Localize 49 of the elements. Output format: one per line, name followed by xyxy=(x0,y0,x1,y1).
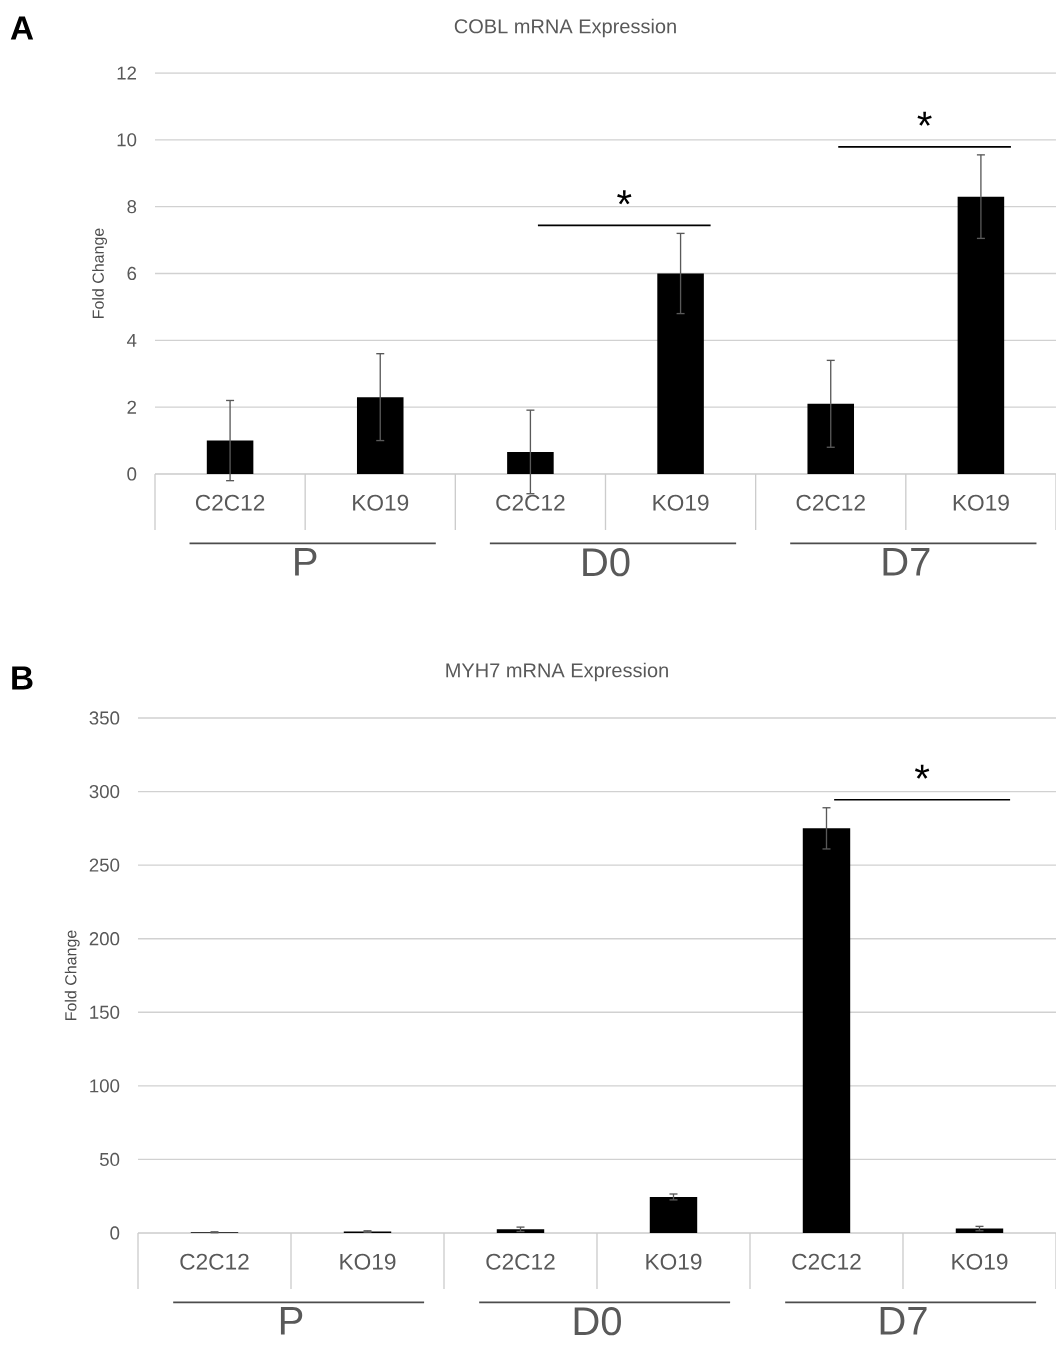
bar xyxy=(496,1229,545,1233)
y-tick-label: 350 xyxy=(89,711,120,725)
x-tick-label: KO19 xyxy=(952,1253,1008,1270)
y-tick-label: 2 xyxy=(127,400,137,414)
x-tick-label: KO19 xyxy=(653,494,709,511)
text: D7 xyxy=(880,1307,927,1335)
x-tick-label: C2C12 xyxy=(496,494,565,511)
y-tick-label: 100 xyxy=(90,1079,120,1093)
x-tick-label: C2C12 xyxy=(195,494,265,511)
y-axis-title: Fold Change xyxy=(92,228,108,318)
y-tick-label: 250 xyxy=(89,858,120,872)
x-tick-label: C2C12 xyxy=(486,1253,555,1270)
bar xyxy=(507,451,554,474)
x-tick-label: KO19 xyxy=(340,1253,396,1270)
x-tick-label: C2C12 xyxy=(180,1253,249,1270)
bar xyxy=(802,828,851,1233)
bar xyxy=(657,273,704,474)
bar xyxy=(206,440,254,474)
text: D7 xyxy=(883,548,930,576)
y-tick-label: 300 xyxy=(89,784,120,799)
y-axis-title: Fold Change xyxy=(64,930,80,1020)
y-tick-label: 50 xyxy=(99,1152,120,1167)
chart-title: COBL mRNA Expression xyxy=(454,18,676,38)
y-tick-label: 4 xyxy=(126,333,137,347)
text: D0 xyxy=(574,1307,621,1336)
x-tick-label: KO19 xyxy=(953,494,1009,511)
text: P xyxy=(295,548,317,576)
x-tick-label: C2C12 xyxy=(792,1253,861,1270)
y-tick-label: 8 xyxy=(127,200,137,214)
annotation: * xyxy=(617,190,632,205)
y-tick-label: 6 xyxy=(127,266,137,281)
annotation: * xyxy=(914,764,930,779)
bar xyxy=(957,196,1005,474)
x-tick-label: KO19 xyxy=(646,1253,702,1270)
text: P xyxy=(280,1307,303,1335)
chart-title: MYH7 mRNA Expression xyxy=(446,662,668,682)
bar xyxy=(649,1196,698,1233)
text: D0 xyxy=(583,548,630,577)
x-tick-label: KO19 xyxy=(353,494,409,511)
y-tick-label: 12 xyxy=(117,66,137,80)
y-tick-label: 0 xyxy=(127,467,137,481)
x-tick-label: C2C12 xyxy=(796,494,865,511)
text: A xyxy=(10,16,34,40)
y-tick-label: 10 xyxy=(117,133,137,147)
y-tick-label: 0 xyxy=(110,1226,120,1240)
annotation: * xyxy=(917,111,932,126)
text: B xyxy=(12,666,33,690)
y-tick-label: 150 xyxy=(90,1005,120,1019)
y-tick-label: 200 xyxy=(89,932,120,946)
